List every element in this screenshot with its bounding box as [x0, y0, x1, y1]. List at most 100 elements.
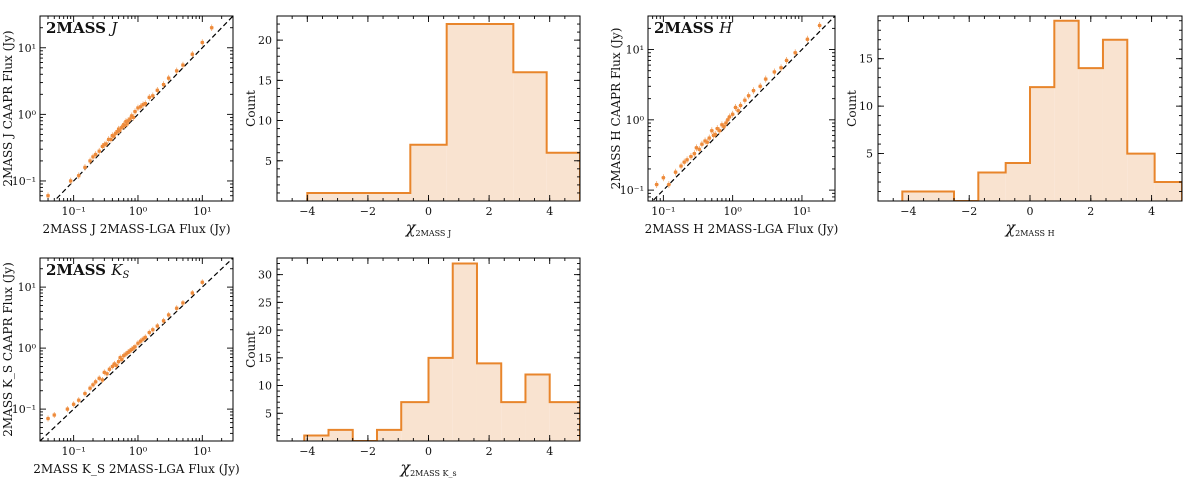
- data-point: [167, 313, 171, 317]
- y-axis-label: 2MASS K_S CAAPR Flux (Jy): [1, 262, 15, 437]
- data-point: [131, 115, 136, 120]
- data-point: [147, 330, 151, 335]
- y-tick-label: 20: [258, 324, 272, 337]
- data-point: [94, 380, 98, 384]
- histogram-bar: [446, 24, 514, 201]
- data-point: [124, 352, 128, 356]
- data-point: [175, 69, 179, 73]
- histogram-bar: [549, 402, 580, 441]
- data-point: [805, 37, 810, 41]
- y-tick-label: 10⁻¹: [620, 184, 644, 197]
- data-point: [91, 383, 95, 387]
- axes-frame: [39, 15, 234, 202]
- histogram-panel-3: −4 −2 0 2 4 5 10 15 χ2MASS H Count: [845, 15, 1183, 238]
- data-point: [136, 106, 140, 110]
- data-point: [118, 129, 122, 133]
- x-tick-label: 10⁻¹: [62, 205, 86, 218]
- data-point: [52, 413, 56, 417]
- panel-title-band: J: [108, 19, 118, 37]
- data-point: [697, 147, 701, 151]
- histogram-bar: [1005, 163, 1030, 201]
- data-point: [141, 337, 145, 341]
- data-point: [700, 142, 704, 146]
- data-point: [747, 94, 751, 98]
- data-point: [181, 301, 185, 305]
- data-point: [120, 357, 124, 362]
- data-point: [136, 341, 140, 345]
- data-point: [718, 129, 722, 133]
- y-tick-label: 10¹: [18, 281, 36, 294]
- histogram-bar: [428, 357, 453, 441]
- data-point: [112, 134, 116, 138]
- data-point: [118, 355, 122, 360]
- data-point: [109, 137, 113, 142]
- data-point: [126, 350, 130, 355]
- panel-title-band: H: [718, 19, 733, 37]
- histogram-bar: [1127, 153, 1155, 201]
- x-tick-label: −2: [360, 205, 376, 218]
- data-point: [167, 76, 171, 80]
- data-point: [83, 391, 87, 396]
- x-axis-label: 2MASS H 2MASS-LGA Flux (Jy): [645, 222, 839, 236]
- data-point: [124, 119, 128, 124]
- data-point: [125, 122, 129, 126]
- x-tick-label: −2: [360, 445, 376, 458]
- panel-title: 2MASS KS: [46, 261, 129, 281]
- y-axis-label: 2MASS J CAAPR Flux (Jy): [1, 30, 15, 186]
- data-point: [97, 376, 101, 380]
- data-point: [818, 23, 822, 28]
- y-tick-label: 10⁰: [626, 114, 645, 127]
- plot-area: [651, 16, 835, 201]
- data-point: [126, 119, 130, 123]
- histogram-bar: [410, 144, 447, 201]
- data-point: [772, 70, 776, 74]
- panel-title-band: K: [110, 261, 123, 279]
- x-axis-label: χ2MASS J: [405, 218, 451, 238]
- data-point: [726, 118, 730, 122]
- histogram-bar: [1154, 182, 1182, 201]
- data-point: [88, 386, 92, 390]
- data-point: [143, 102, 147, 106]
- histogram-bar: [1102, 39, 1128, 201]
- x-axis-label: 2MASS K_S 2MASS-LGA Flux (Jy): [33, 462, 239, 476]
- data-point: [758, 84, 762, 88]
- x-tick-label: −4: [900, 205, 916, 218]
- data-point: [151, 328, 155, 332]
- x-tick-label: 4: [1148, 205, 1155, 218]
- plot-area: [306, 23, 580, 201]
- data-point: [133, 345, 137, 349]
- histogram-step-outline: [901, 19, 1182, 201]
- data-point: [692, 152, 696, 156]
- data-point: [655, 182, 659, 187]
- data-point: [175, 306, 179, 310]
- data-point: [720, 123, 724, 127]
- histogram-bar: [501, 402, 526, 441]
- data-point: [733, 105, 738, 110]
- x-axis-label-symbol: χ: [399, 458, 411, 477]
- plot-area: [46, 16, 233, 201]
- y-axis-label: Count: [845, 90, 859, 127]
- data-point: [100, 378, 105, 382]
- x-tick-label: 4: [546, 445, 553, 458]
- y-tick-label: 10⁰: [18, 108, 37, 121]
- data-point: [97, 149, 101, 153]
- y-tick-label: 20: [258, 34, 272, 47]
- data-point: [77, 174, 81, 178]
- data-point: [743, 98, 747, 102]
- x-tick-label: 10¹: [793, 205, 811, 218]
- data-point: [114, 363, 118, 368]
- x-tick-label: 10⁰: [129, 445, 148, 458]
- y-tick-label: 10: [258, 115, 272, 128]
- data-point: [161, 82, 166, 87]
- x-tick-label: 10⁰: [129, 205, 148, 218]
- data-point: [107, 137, 111, 142]
- x-tick-label: 0: [425, 445, 432, 458]
- x-tick-label: 4: [546, 205, 553, 218]
- data-point: [130, 347, 134, 352]
- data-point: [130, 114, 134, 118]
- y-tick-label: 5: [265, 155, 272, 168]
- x-axis-label-symbol: χ: [405, 218, 417, 237]
- histogram-panel-1: −4 −2 0 2 4 5 10 15 20 χ2MASS J Count: [244, 15, 581, 238]
- data-point: [200, 280, 204, 284]
